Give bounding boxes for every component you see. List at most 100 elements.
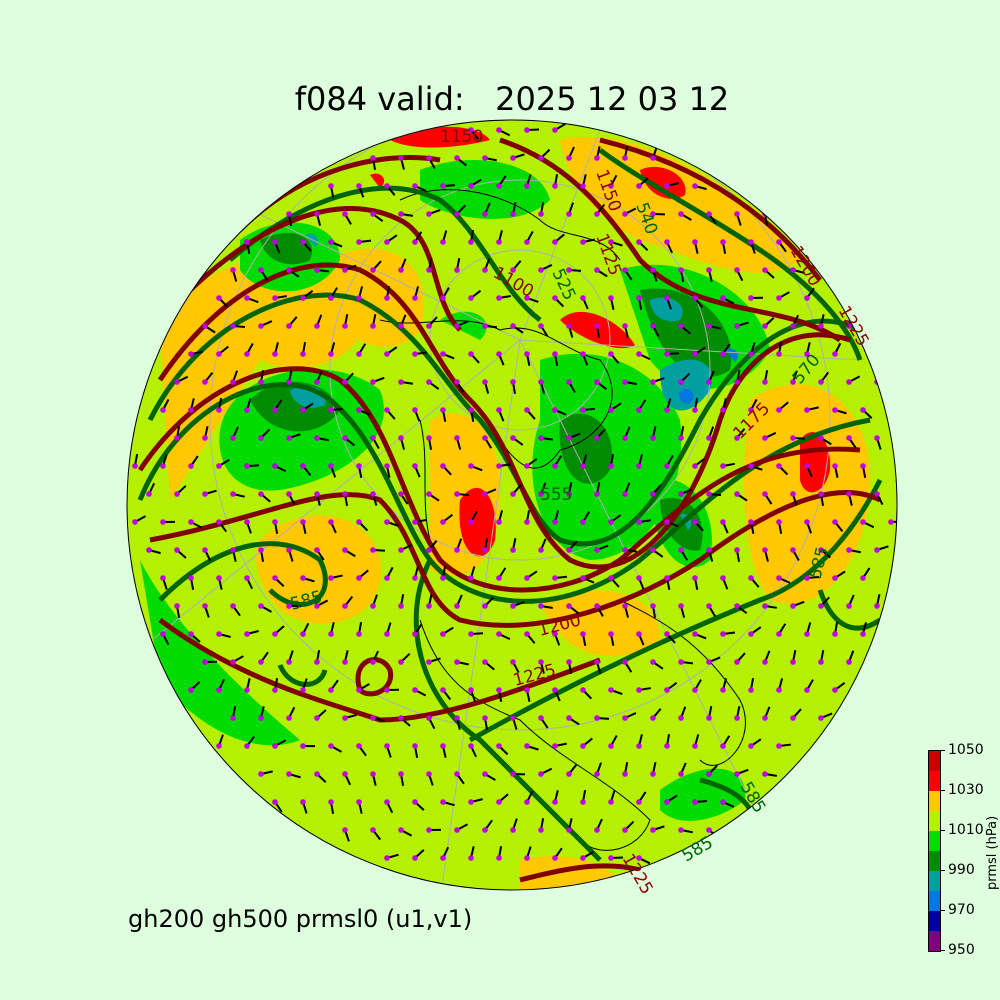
wind-barb-station [468,407,474,413]
wind-barb-station [230,435,236,441]
wind-barb-station [412,799,418,805]
wind-barb-station [678,379,684,385]
wind-barb-station [454,491,460,497]
wind-barb-station [398,155,404,161]
wind-barb-station [636,407,642,413]
wind-barb-station [636,183,642,189]
wind-barb-station [818,603,824,609]
wind-barb-station [608,239,614,245]
wind-barb-station [454,547,460,553]
wind-barb-station [496,855,502,861]
wind-barb-station [566,771,572,777]
wind-barb-station [552,799,558,805]
wind-barb-station [314,603,320,609]
wind-barb-station [720,575,726,581]
wind-barb-station [300,463,306,469]
wind-barb-station [440,743,446,749]
wind-barb-station [426,771,432,777]
wind-barb-station [398,211,404,217]
wind-barb-station [664,519,670,525]
wind-barb-station [748,743,754,749]
wind-barb-station [272,519,278,525]
wind-barb-station [496,631,502,637]
wind-barb-station [300,631,306,637]
wind-barb-station [622,323,628,329]
wind-barb-station [832,575,838,581]
wind-barb-station [678,547,684,553]
wind-barb-station [174,491,180,497]
wind-barb-station [818,379,824,385]
wind-barb-station [650,603,656,609]
wind-barb-station [188,407,194,413]
wind-barb-station [328,519,334,525]
wind-barb-station [356,743,362,749]
wind-barb-station [412,855,418,861]
wind-barb-station [342,267,348,273]
wind-barb-station [300,295,306,301]
wind-barb-station [580,575,586,581]
colorbar-tick: 1010 [940,822,984,838]
wind-barb-station [384,799,390,805]
wind-barb-station [552,687,558,693]
wind-barb-station [524,631,530,637]
globe [127,120,897,890]
wind-barb-station [846,435,852,441]
wind-barb-station [412,183,418,189]
wind-barb-station [216,575,222,581]
wind-barb-station [454,827,460,833]
wind-barb-station [706,491,712,497]
wind-barb-station [230,323,236,329]
wind-barb-station [622,211,628,217]
wind-barb-station [300,575,306,581]
wind-barb-station [566,659,572,665]
wind-barb-station [286,547,292,553]
map-title: f084 valid: 2025 12 03 12 [294,80,730,118]
wind-barb-station [692,799,698,805]
colorbar-segment [929,871,940,891]
wind-barb-station [552,183,558,189]
wind-barb-station [230,715,236,721]
wind-barb-station [818,435,824,441]
wind-barb-station [356,183,362,189]
wind-barb-station [272,631,278,637]
wind-barb-station [594,603,600,609]
wind-barb-station [272,239,278,245]
wind-barb-station [482,771,488,777]
wind-barb-station [286,715,292,721]
wind-barb-station [566,547,572,553]
wind-barb-station [370,267,376,273]
wind-barb-station [258,603,264,609]
wind-barb-station [258,435,264,441]
wind-barb-station [468,631,474,637]
wind-barb-station [370,771,376,777]
wind-barb-station [496,295,502,301]
wind-barb-station [594,715,600,721]
wind-barb-station [412,351,418,357]
wind-barb-station [370,547,376,553]
wind-barb-station [762,659,768,665]
wind-barb-station [524,407,530,413]
wind-barb-station [706,435,712,441]
wind-barb-station [454,267,460,273]
wind-barb-station [398,491,404,497]
wind-barb-station [272,295,278,301]
wind-barb-station [356,407,362,413]
wind-barb-station [398,827,404,833]
wind-barb-station [160,519,166,525]
wind-barb-station [538,547,544,553]
wind-barb-station [342,603,348,609]
wind-barb-station [426,211,432,217]
wind-barb-station [188,519,194,525]
wind-barb-station [328,687,334,693]
wind-barb-station [524,519,530,525]
wind-barb-station [636,855,642,861]
wind-barb-station [734,435,740,441]
wind-barb-station [510,435,516,441]
wind-barb-station [608,351,614,357]
wind-barb-station [524,575,530,581]
wind-barb-station [286,659,292,665]
coastlines [379,189,746,851]
wind-barb-station [454,155,460,161]
wind-barb-station [328,407,334,413]
wind-barb-station [272,463,278,469]
